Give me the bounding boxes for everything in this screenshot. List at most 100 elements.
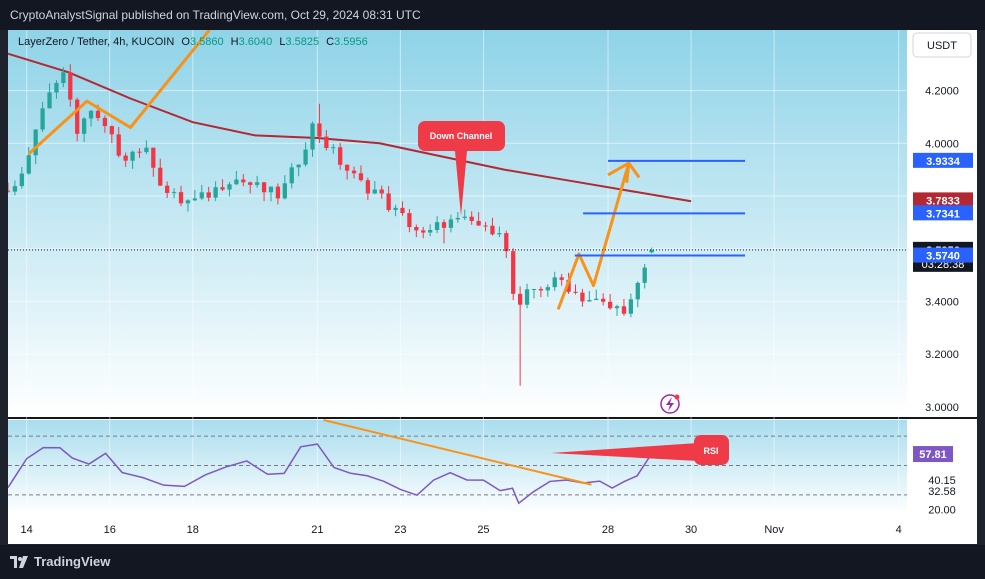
- candle[interactable]: [331, 143, 336, 154]
- candle[interactable]: [621, 298, 627, 316]
- candle[interactable]: [414, 224, 419, 238]
- candle[interactable]: [40, 101, 45, 133]
- candle[interactable]: [607, 294, 613, 310]
- candle[interactable]: [47, 83, 52, 109]
- candle[interactable]: [649, 247, 654, 254]
- candle[interactable]: [116, 127, 121, 158]
- candle[interactable]: [192, 189, 198, 202]
- candle[interactable]: [365, 177, 371, 200]
- currency-button[interactable]: USDT: [912, 32, 972, 58]
- candle[interactable]: [594, 289, 599, 301]
- candle[interactable]: [26, 147, 31, 175]
- candle[interactable]: [255, 175, 260, 188]
- candle[interactable]: [601, 293, 606, 306]
- candle[interactable]: [524, 283, 530, 309]
- candle[interactable]: [428, 224, 433, 237]
- candle[interactable]: [289, 163, 294, 189]
- candle-body: [109, 126, 114, 135]
- candle[interactable]: [511, 248, 516, 301]
- candle[interactable]: [635, 281, 640, 308]
- candle[interactable]: [469, 211, 474, 225]
- candle[interactable]: [462, 209, 467, 221]
- candle[interactable]: [344, 164, 350, 180]
- candle[interactable]: [241, 174, 246, 187]
- candle[interactable]: [351, 166, 357, 179]
- candle[interactable]: [303, 142, 308, 167]
- candle[interactable]: [441, 219, 447, 244]
- candle[interactable]: [421, 226, 426, 239]
- candle[interactable]: [372, 181, 377, 195]
- candle[interactable]: [61, 67, 66, 88]
- candle[interactable]: [75, 97, 80, 142]
- candle[interactable]: [531, 288, 537, 299]
- candle[interactable]: [268, 186, 274, 202]
- candle[interactable]: [580, 288, 585, 307]
- candle[interactable]: [81, 117, 87, 142]
- candle[interactable]: [282, 175, 287, 200]
- candle[interactable]: [538, 286, 544, 298]
- candle[interactable]: [545, 284, 550, 297]
- candle[interactable]: [642, 263, 647, 289]
- candle[interactable]: [379, 185, 384, 199]
- candle[interactable]: [310, 121, 315, 157]
- candle[interactable]: [628, 293, 634, 318]
- candle[interactable]: [68, 64, 73, 107]
- candle[interactable]: [400, 201, 405, 216]
- candle[interactable]: [393, 204, 398, 217]
- candle[interactable]: [12, 180, 18, 196]
- candle[interactable]: [220, 179, 225, 191]
- candle[interactable]: [144, 140, 149, 155]
- candle[interactable]: [517, 286, 523, 386]
- candle[interactable]: [248, 181, 253, 194]
- candle[interactable]: [234, 170, 239, 185]
- candle[interactable]: [407, 209, 412, 233]
- candle[interactable]: [137, 148, 142, 158]
- candle[interactable]: [178, 185, 184, 207]
- candle[interactable]: [261, 181, 267, 202]
- candle[interactable]: [587, 291, 592, 302]
- candle[interactable]: [559, 273, 564, 286]
- candle[interactable]: [5, 182, 11, 193]
- candle[interactable]: [151, 147, 156, 177]
- candle[interactable]: [54, 80, 59, 99]
- candle[interactable]: [165, 181, 170, 199]
- candle[interactable]: [490, 217, 495, 236]
- candle[interactable]: [358, 165, 364, 182]
- candle[interactable]: [504, 230, 509, 258]
- lightning-icon[interactable]: [660, 394, 680, 414]
- candle[interactable]: [573, 284, 578, 295]
- candle[interactable]: [317, 103, 322, 143]
- candle[interactable]: [227, 181, 232, 197]
- candle[interactable]: [296, 164, 301, 177]
- price-badge: 3.7341: [913, 205, 973, 221]
- candle[interactable]: [275, 183, 281, 205]
- candle[interactable]: [455, 212, 460, 223]
- candle[interactable]: [123, 152, 128, 167]
- candle[interactable]: [386, 186, 391, 212]
- candle[interactable]: [185, 199, 191, 212]
- candle[interactable]: [206, 186, 211, 202]
- candle[interactable]: [497, 226, 502, 237]
- candle[interactable]: [213, 181, 218, 201]
- candle[interactable]: [130, 150, 135, 169]
- rsi-pane-background: [8, 420, 907, 514]
- price-badge: 3.5740: [913, 247, 973, 263]
- candle-body: [261, 182, 267, 193]
- candle[interactable]: [199, 184, 204, 201]
- candle[interactable]: [434, 216, 440, 234]
- candle[interactable]: [88, 109, 94, 127]
- candle[interactable]: [483, 221, 488, 232]
- candle[interactable]: [102, 115, 108, 133]
- tradingview-brand[interactable]: TradingView: [10, 554, 110, 569]
- candle[interactable]: [109, 125, 114, 144]
- candle[interactable]: [552, 271, 557, 291]
- candle[interactable]: [338, 142, 343, 170]
- candle[interactable]: [158, 158, 163, 186]
- candle[interactable]: [448, 214, 454, 233]
- candle[interactable]: [19, 166, 24, 189]
- candle[interactable]: [171, 188, 177, 199]
- candle[interactable]: [614, 304, 620, 316]
- candle[interactable]: [324, 129, 329, 151]
- candle[interactable]: [476, 212, 481, 226]
